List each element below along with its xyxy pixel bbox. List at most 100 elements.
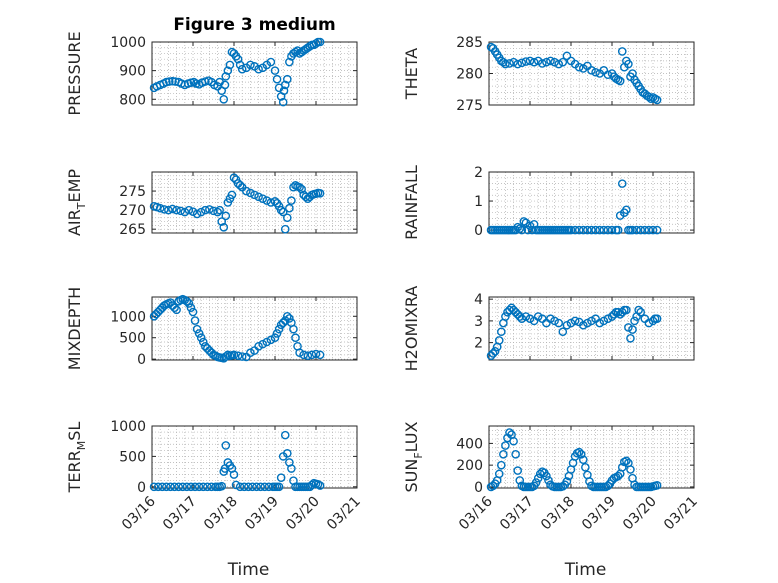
data-point (615, 76, 625, 86)
data-point (521, 312, 531, 321)
data-point (246, 188, 255, 198)
data-point (505, 59, 514, 68)
data-point (295, 348, 304, 358)
data-point (289, 324, 298, 334)
data-point (194, 329, 204, 338)
data-point (260, 482, 270, 492)
chart-title: Figure 3 medium (173, 15, 335, 35)
x-tick-label: 03/20 (283, 494, 323, 534)
data-point (499, 449, 508, 459)
data-point (315, 37, 325, 47)
data-point (517, 314, 527, 324)
data-point (266, 335, 276, 345)
data-point (581, 463, 590, 472)
data-point (198, 337, 208, 347)
data-point (579, 455, 588, 465)
data-point (246, 348, 255, 358)
data-point (198, 482, 208, 492)
data-point (554, 318, 564, 328)
data-point (494, 469, 504, 479)
data-point (517, 58, 527, 68)
data-point (270, 197, 280, 206)
series-rainfall (486, 179, 662, 235)
data-point (282, 213, 292, 223)
data-point (229, 470, 239, 479)
data-point (190, 316, 200, 325)
y-axis-label: AIRTEMP (65, 169, 88, 236)
data-point (570, 316, 580, 326)
data-point (262, 337, 272, 347)
data-point (499, 57, 508, 67)
data-point (166, 482, 175, 492)
data-point (256, 482, 265, 492)
data-point (280, 224, 290, 234)
data-point (587, 66, 596, 75)
data-point (289, 182, 298, 192)
data-point (591, 225, 600, 235)
data-point (515, 476, 525, 485)
axes-h2omixra: 2 3 4 H2OMIXRA (402, 286, 695, 371)
data-point (186, 303, 196, 313)
series-theta (486, 42, 662, 105)
data-point (525, 56, 535, 66)
data-point (585, 477, 594, 486)
y-axis-label: TERRMSL (65, 422, 88, 494)
y-tick-label: 500 (119, 449, 146, 465)
data-point (630, 316, 639, 326)
x-tick-label: 03/17 (497, 494, 537, 534)
data-point (531, 478, 541, 487)
data-point (315, 481, 325, 490)
data-point (533, 473, 543, 483)
data-point (221, 72, 231, 81)
y-tick-label: 265 (119, 222, 146, 238)
x-tick-label: 03/16 (119, 493, 159, 533)
y-axis-label: SUNFLUX (402, 421, 425, 492)
axes-frame (151, 425, 358, 489)
data-point (264, 482, 274, 492)
data-point (155, 203, 165, 213)
data-point (282, 311, 292, 321)
y-axis-label: PRESSURE (65, 31, 84, 115)
data-point (285, 314, 294, 323)
y-label-subscript: T (75, 202, 88, 210)
data-point (562, 51, 572, 61)
data-point (279, 86, 289, 95)
data-point (190, 482, 200, 492)
x-tick-label: 03/16 (456, 493, 496, 533)
axes-frame (151, 296, 358, 361)
series-air_temp (149, 173, 325, 234)
y-axis-label: RAINFALL (402, 165, 421, 240)
data-point (515, 224, 525, 233)
data-point (603, 314, 613, 324)
axes-box (151, 425, 358, 489)
data-point (287, 196, 296, 205)
data-point (291, 47, 300, 57)
data-point (227, 190, 237, 200)
y-tick-label: 800 (119, 92, 146, 108)
y-tick-label: 0 (137, 480, 146, 496)
y-label-part: AIR (65, 209, 84, 236)
y-tick-label: 275 (119, 184, 146, 200)
data-point (182, 482, 192, 492)
y-axis-label: MIXDEPTH (65, 287, 84, 370)
data-point (221, 352, 231, 361)
y-tick-label: 1 (474, 194, 483, 210)
x-tick-label: 03/20 (620, 494, 660, 534)
y-label-part: SL (65, 422, 84, 441)
data-point (558, 327, 568, 337)
data-point (272, 329, 282, 338)
data-point (200, 205, 210, 215)
series-mixdepth (149, 294, 325, 363)
data-point (626, 333, 635, 343)
data-point (180, 207, 190, 217)
data-point (213, 207, 222, 217)
data-point (509, 57, 518, 67)
data-point (221, 211, 231, 221)
data-point (270, 66, 280, 75)
data-point (168, 204, 177, 214)
axes-box (488, 296, 695, 361)
y-tick-label: 285 (456, 35, 483, 51)
data-point (252, 482, 261, 492)
data-point (558, 57, 568, 67)
axes-pressure: 800 900 1000 PRESSURE Figure 3 medium (65, 15, 358, 116)
